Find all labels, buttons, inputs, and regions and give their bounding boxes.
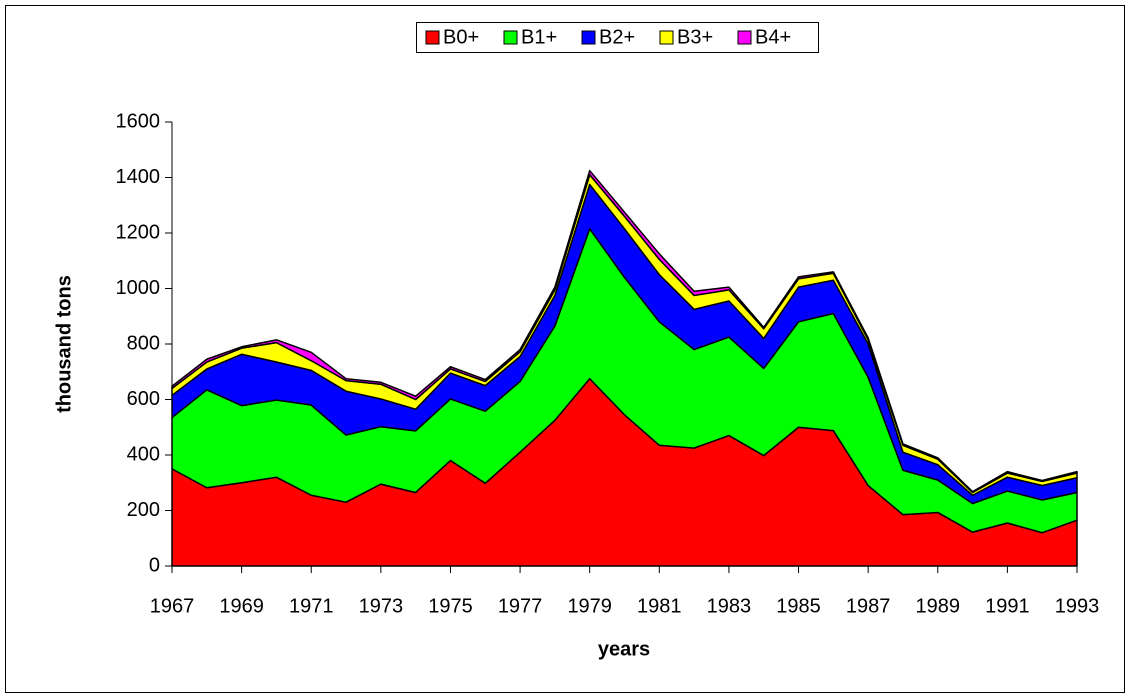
x-tick-label: 1973 bbox=[359, 595, 404, 617]
legend-label: B4+ bbox=[755, 26, 791, 48]
y-tick-label: 800 bbox=[127, 332, 160, 354]
y-tick-label: 0 bbox=[149, 554, 160, 576]
x-tick-label: 1985 bbox=[776, 595, 821, 617]
y-tick-label: 200 bbox=[127, 499, 160, 521]
area bbox=[171, 169, 1078, 494]
x-tick-label: 1975 bbox=[428, 595, 473, 617]
x-tick-label: 1971 bbox=[289, 595, 334, 617]
legend-swatch bbox=[581, 30, 596, 45]
x-tick-label: 1977 bbox=[498, 595, 543, 617]
x-tick-label: 1983 bbox=[707, 595, 752, 617]
legend-swatch bbox=[503, 30, 518, 45]
x-tick-label: 1979 bbox=[567, 595, 612, 617]
y-tick-label: 400 bbox=[127, 443, 160, 465]
y-axis-title: thousand tons bbox=[53, 275, 75, 413]
legend-swatch bbox=[659, 30, 674, 45]
x-tick-label: 1969 bbox=[219, 595, 264, 617]
x-tick-label: 1981 bbox=[637, 595, 682, 617]
legend-label: B0+ bbox=[443, 26, 479, 48]
legend-label: B2+ bbox=[599, 26, 635, 48]
y-tick-label: 1600 bbox=[116, 110, 161, 132]
x-tick-label: 1967 bbox=[150, 595, 195, 617]
legend-swatch bbox=[425, 30, 440, 45]
legend-label: B3+ bbox=[677, 26, 713, 48]
x-tick-label: 1993 bbox=[1055, 595, 1100, 617]
y-tick-label: 1000 bbox=[116, 277, 161, 299]
legend-label: B1+ bbox=[521, 26, 557, 48]
y-tick-label: 600 bbox=[127, 388, 160, 410]
legend-swatch bbox=[737, 30, 752, 45]
x-tick-label: 1989 bbox=[916, 595, 961, 617]
x-tick-label: 1991 bbox=[985, 595, 1030, 617]
y-tick-label: 1200 bbox=[116, 221, 161, 243]
y-tick-label: 1400 bbox=[116, 166, 161, 188]
x-axis-title: years bbox=[598, 638, 650, 660]
x-tick-label: 1987 bbox=[846, 595, 891, 617]
